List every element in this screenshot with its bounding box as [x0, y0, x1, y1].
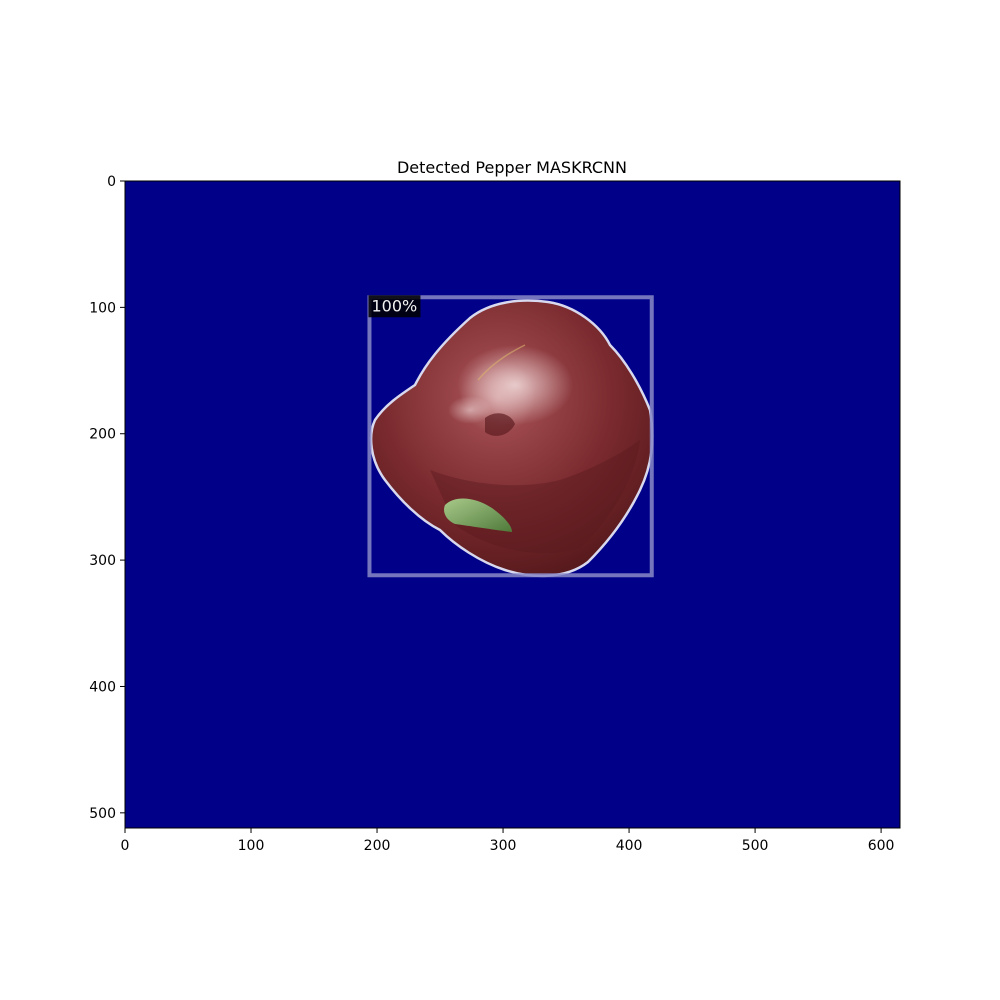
x-tick-label: 600	[868, 838, 895, 854]
x-tick-label: 500	[742, 838, 769, 854]
pepper-crease	[477, 344, 526, 381]
x-tick-label: 200	[364, 838, 391, 854]
y-tick-label: 400	[89, 679, 116, 695]
pepper-stem	[444, 498, 512, 532]
detection-score: 100%	[371, 296, 417, 315]
x-axis: 0 100 200 300 400 500 600	[121, 828, 895, 854]
image-area: 100%	[125, 181, 900, 828]
detection-box	[367, 295, 654, 578]
x-tick-label: 0	[121, 838, 130, 854]
detection-score-background	[368, 295, 421, 318]
figure-title: Detected Pepper MASKRCNN	[397, 158, 627, 177]
image-frame	[124, 180, 901, 829]
y-tick-label: 100	[89, 300, 116, 316]
y-tick-label: 300	[89, 553, 116, 569]
pepper-calyx-dimple	[485, 413, 515, 436]
y-tick-label: 500	[89, 806, 116, 822]
pepper-mask	[369, 299, 654, 578]
x-tick-label: 400	[616, 838, 643, 854]
y-axis: 0 100 200 300 400 500	[89, 174, 125, 822]
y-tick-label: 0	[107, 174, 116, 190]
x-tick-label: 300	[490, 838, 517, 854]
pepper-body	[369, 299, 654, 578]
y-tick-label: 200	[89, 427, 116, 443]
pepper-highlight-small	[448, 396, 492, 424]
x-tick-label: 100	[238, 838, 265, 854]
